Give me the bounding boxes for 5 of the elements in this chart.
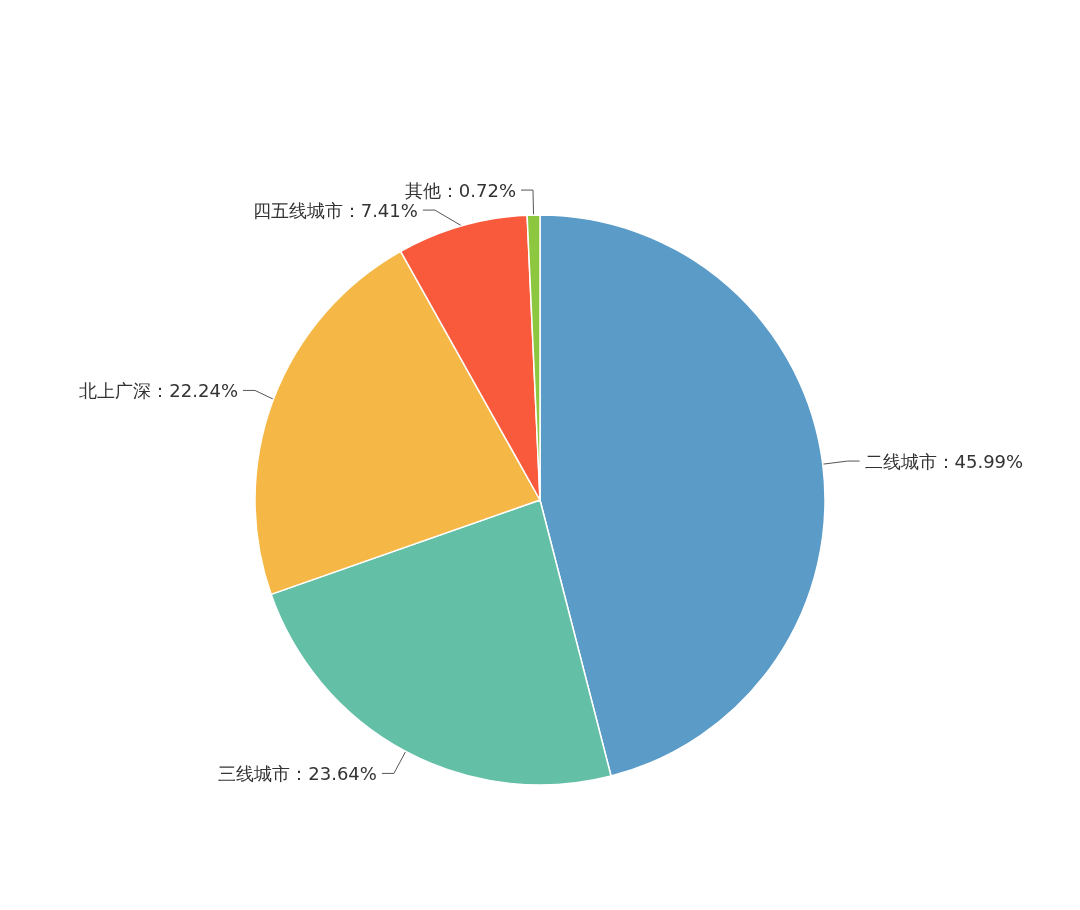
slice-label: 三线城市：23.64% xyxy=(218,762,377,784)
slice-label: 北上广深：22.24% xyxy=(79,379,238,401)
slice-label: 四五线城市：7.41% xyxy=(252,199,418,221)
slice-label: 二线城市：45.99% xyxy=(864,450,1024,472)
slice-label: 其他：0.72% xyxy=(404,179,516,201)
